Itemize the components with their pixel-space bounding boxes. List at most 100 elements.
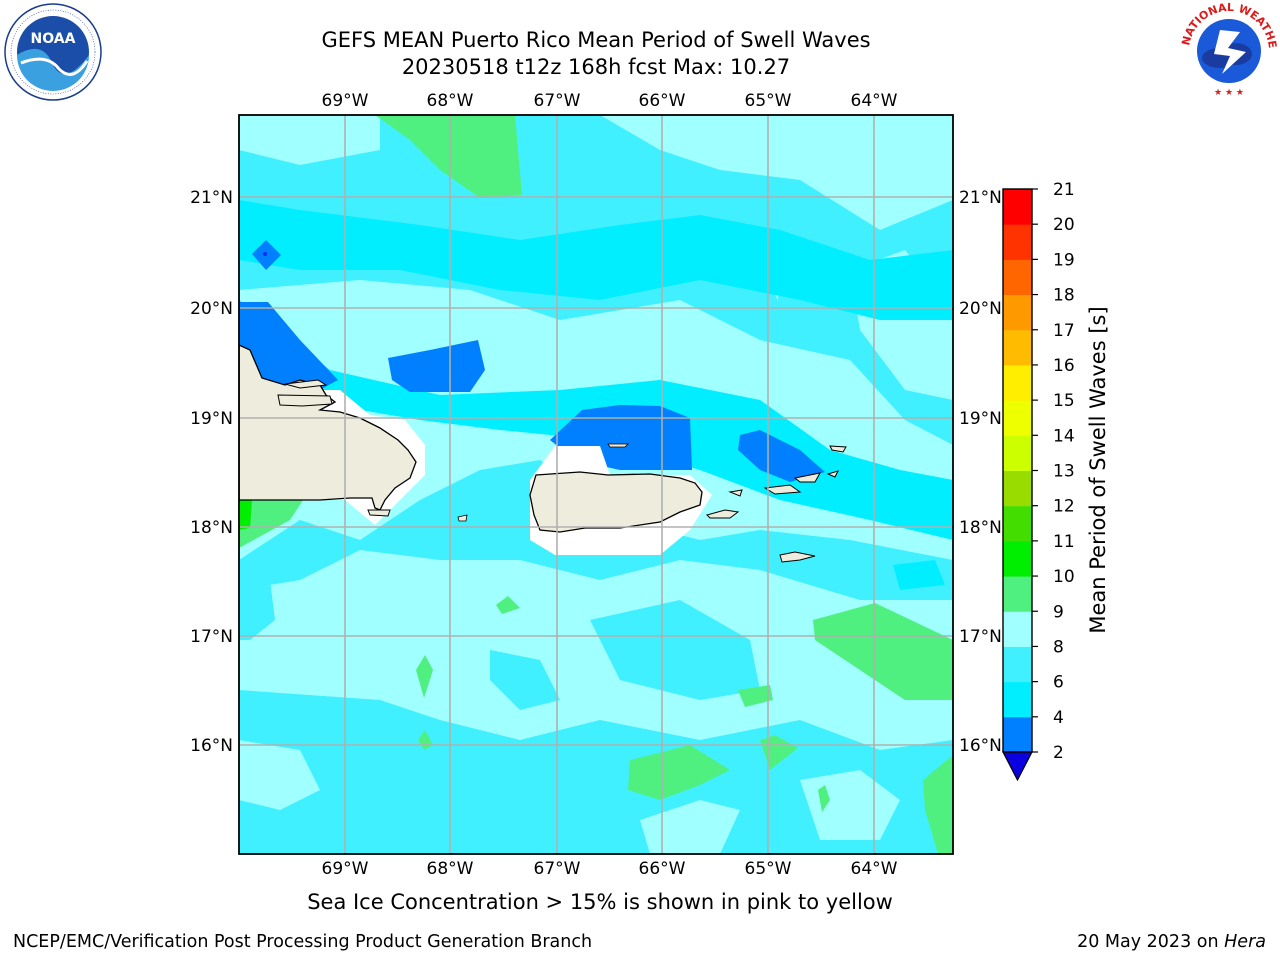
lon-label-top: 68°W [427, 91, 474, 111]
contour-9-10-tiny-2 [496, 596, 520, 614]
st-thomas [763, 484, 802, 495]
contour-10-11-west [239, 500, 252, 530]
lat-label-right: 20°N [959, 299, 1002, 319]
colorbar-tick-label: 15 [1053, 391, 1075, 411]
colorbar-tick-label: 8 [1053, 637, 1064, 657]
virgin-gorda [826, 470, 839, 478]
date-text: 20 May 2023 on Hera [1077, 932, 1266, 952]
colorbar-tick-label: 16 [1053, 356, 1075, 376]
lon-label-top: 69°W [322, 91, 369, 111]
lat-label-left: 16°N [190, 736, 233, 756]
colorbar-tick-label: 11 [1053, 532, 1075, 552]
map-subtitle: 20230518 t12z 168h fcst Max: 10.27 [401, 55, 791, 79]
lat-label-right: 18°N [959, 518, 1002, 538]
tortola [793, 472, 821, 483]
swell-period-field [239, 115, 953, 854]
lat-label-right: 19°N [959, 409, 1002, 429]
lon-label-bottom: 69°W [322, 859, 369, 879]
contour-2-4-hispaniola-north [388, 340, 485, 392]
contour-8-9-south [640, 800, 740, 854]
date-label: 20 May 2023 on [1077, 932, 1225, 952]
lat-label-left: 19°N [190, 409, 233, 429]
colorbar-segment [1003, 716, 1032, 753]
colorbar-tick-label: 2 [1053, 743, 1064, 763]
contour-9-10-south-2 [760, 735, 798, 770]
lon-label-top: 64°W [851, 91, 898, 111]
colorbar: 2 4 6 8 9 10 11 12 13 14 15 16 17 18 19 20 21 [1002, 180, 1075, 782]
colorbar-segment [1003, 540, 1032, 577]
lat-label-left: 21°N [190, 188, 233, 208]
lat-label-left: 20°N [190, 299, 233, 319]
colorbar-tick-label: 4 [1053, 708, 1064, 728]
colorbar-tick-label: 21 [1053, 180, 1075, 200]
contour-8-9-sw [239, 740, 320, 810]
colorbar-tick-label: 6 [1053, 673, 1064, 693]
contour-4-6-east-small [893, 560, 945, 590]
contour-9-10-east [813, 603, 953, 700]
contour-6-8-sw [239, 580, 275, 640]
colorbar-tick-label: 20 [1053, 215, 1075, 235]
colorbar-segment [1003, 646, 1032, 683]
lat-label-right: 21°N [959, 188, 1002, 208]
contour-9-10-south [628, 745, 730, 800]
map-title: GEFS MEAN Puerto Rico Mean Period of Swe… [321, 28, 871, 52]
colorbar-tick-label: 10 [1053, 567, 1075, 587]
map-frame [238, 114, 954, 855]
culebra [728, 489, 743, 497]
colorbar-segment [1003, 294, 1032, 331]
colorbar-segment [1003, 400, 1032, 436]
st-croix [779, 551, 816, 563]
puerto-rico-landmass [529, 471, 703, 533]
machine-name: Hera [1224, 932, 1266, 952]
colorbar-segment [1003, 364, 1032, 401]
lat-label-left: 18°N [190, 518, 233, 538]
contour-9-10-north [375, 115, 522, 198]
lat-label-left: 17°N [190, 627, 233, 647]
sea-ice-caption: Sea Ice Concentration > 15% is shown in … [307, 890, 893, 914]
colorbar-segment [1003, 259, 1032, 296]
colorbar-segment [1003, 329, 1032, 366]
map-gridlines [239, 115, 953, 854]
contour-9-10-west [239, 500, 303, 548]
desecheo [607, 443, 629, 448]
colorbar-tick-label: 9 [1053, 602, 1064, 622]
colorbar-tick-label: 13 [1053, 462, 1075, 482]
colorbar-segment [1003, 505, 1032, 542]
noaa-logo: NOAA [4, 3, 102, 101]
lon-label-bottom: 68°W [427, 859, 474, 879]
colorbar-segment [1003, 189, 1032, 225]
contour-6-8-patch [490, 650, 560, 710]
lon-label-bottom: 66°W [639, 859, 686, 879]
mona-island [457, 514, 468, 522]
colorbar-segment [1003, 224, 1032, 260]
colorbar-label: Mean Period of Swell Waves [s] [1086, 306, 1110, 633]
lon-label-bottom: 65°W [745, 859, 792, 879]
contour-6-8-patch-2 [590, 600, 760, 700]
colorbar-tick-label: 12 [1053, 497, 1075, 517]
lon-label-top: 67°W [534, 91, 581, 111]
lon-label-bottom: 64°W [851, 859, 898, 879]
contour-9-10-mid [416, 655, 433, 698]
lat-label-right: 16°N [959, 736, 1002, 756]
contour-9-10-tiny [818, 785, 830, 812]
colorbar-segment [1003, 681, 1032, 718]
colorbar-tick-label: 14 [1053, 426, 1075, 446]
lon-label-bottom: 67°W [534, 859, 581, 879]
lat-label-right: 17°N [959, 627, 1002, 647]
colorbar-tick-label: 19 [1053, 250, 1075, 270]
anegada [829, 445, 847, 453]
map-axis-labels: 69°W 69°W 68°W 68°W 67°W 67°W 66°W 66°W 65°W 65°W… [190, 91, 1002, 879]
contour-2-4-west [239, 302, 338, 395]
colorbar-segment [1003, 435, 1032, 471]
credit-text: NCEP/EMC/Verification Post Processing Pr… [13, 932, 593, 952]
contour-9-10-se [923, 755, 953, 854]
nws-logo: NATIONAL WEATHER SERVICE ★ ★ ★ [1180, 2, 1278, 98]
contour-2-4-virgin-islands [738, 430, 825, 482]
svg-text:★ ★ ★: ★ ★ ★ [1214, 88, 1244, 98]
colorbar-tick-label: 17 [1053, 321, 1075, 341]
hispaniola-landmass [239, 344, 417, 511]
contour-4-6-band [239, 200, 953, 320]
lon-label-top: 66°W [639, 91, 686, 111]
colorbar-under-extension [1002, 751, 1033, 782]
